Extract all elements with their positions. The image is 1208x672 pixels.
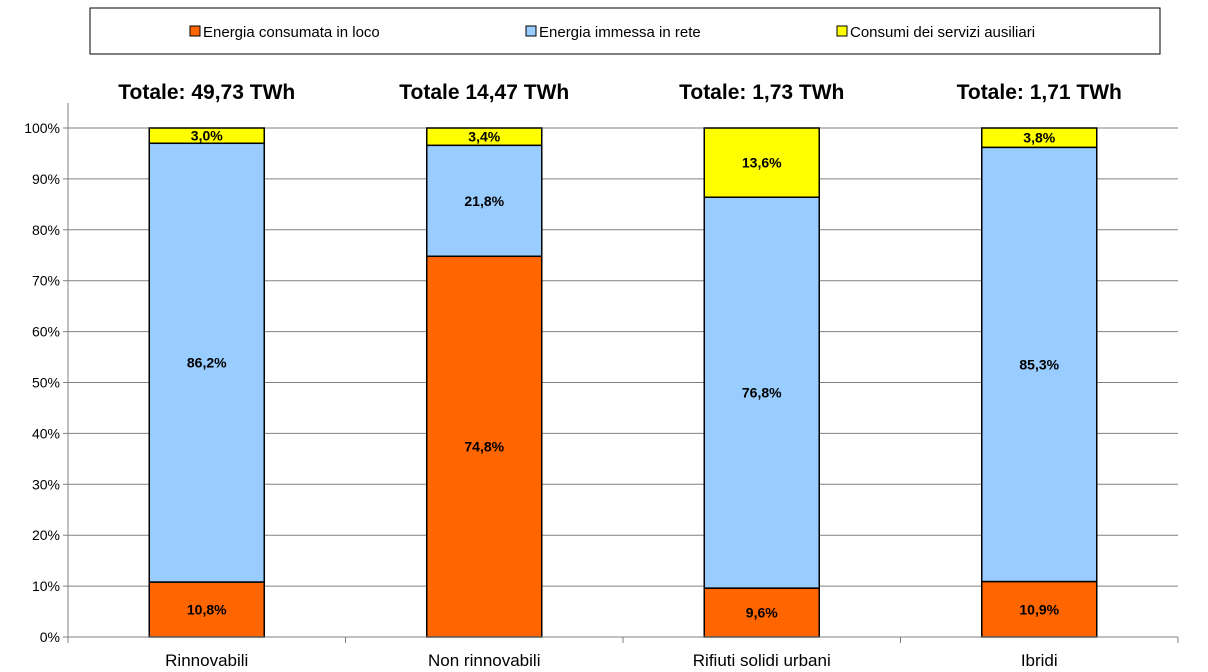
legend-swatch-1 [189,25,201,37]
data-label: 85,3% [1019,356,1059,372]
data-label: 21,8% [464,193,504,209]
bar-segment-2 [703,196,820,589]
y-tick-label: 50% [32,375,60,391]
y-tick-label: 40% [32,425,60,441]
legend-label-3: Consumi dei servizi ausiliari [850,24,1035,41]
y-tick-label: 100% [24,120,60,136]
y-tick-label: 20% [32,527,60,543]
data-label: 3,4% [468,129,500,145]
data-label: 76,8% [742,385,782,401]
labels: 0% 10% 20% 30% 40% 50% 60% 70% 80% 90% 100% 10,8% 86… [24,81,1122,670]
bar-segment-3 [981,127,1098,149]
legend-frame [89,7,1161,55]
total-title: Totale: 1,71 TWh [957,81,1122,104]
data-label: 10,9% [1019,601,1059,617]
x-tick-label: Ibridi [1021,651,1058,670]
y-tick-label: 30% [32,476,60,492]
y-tick-label: 70% [32,273,60,289]
bar-segment-3 [148,127,265,145]
bar-segment-2 [148,142,265,583]
bar-segment-3 [703,127,820,198]
bar-segment-3 [426,127,543,147]
legend-swatch-3 [836,25,848,37]
data-label: 3,8% [1023,130,1055,146]
data-label: 9,6% [746,605,778,621]
bar-segment-1 [981,580,1098,638]
axes [63,103,1179,643]
x-tick-label: Non rinnovabili [428,651,540,670]
legend-label-2: Energia immessa in rete [539,24,701,41]
data-label: 86,2% [187,355,227,371]
x-tick-label: Rinnovabili [165,651,248,670]
bars [148,127,1098,638]
data-label: 3,0% [191,128,223,144]
y-tick-label: 10% [32,578,60,594]
data-label: 10,8% [187,602,227,618]
bar-segment-2 [426,144,543,258]
legend: Energia consumata in loco Energia immessa… [89,7,1161,55]
legend-label-1: Energia consumata in loco [203,24,380,41]
bar-segment-1 [703,587,820,638]
total-title: Totale: 1,73 TWh [679,81,844,104]
y-tick-label: 80% [32,222,60,238]
bar-segment-2 [981,146,1098,583]
y-tick-label: 90% [32,171,60,187]
total-title: Totale 14,47 TWh [399,81,569,104]
y-tick-label: 60% [32,324,60,340]
data-label: 13,6% [742,155,782,171]
total-title: Totale: 49,73 TWh [118,81,295,104]
legend-swatch-2 [525,25,537,37]
x-tick-label: Rifiuti solidi urbani [693,651,831,670]
data-label: 74,8% [464,439,504,455]
bar-segment-1 [148,581,265,638]
y-tick-label: 0% [40,629,60,645]
